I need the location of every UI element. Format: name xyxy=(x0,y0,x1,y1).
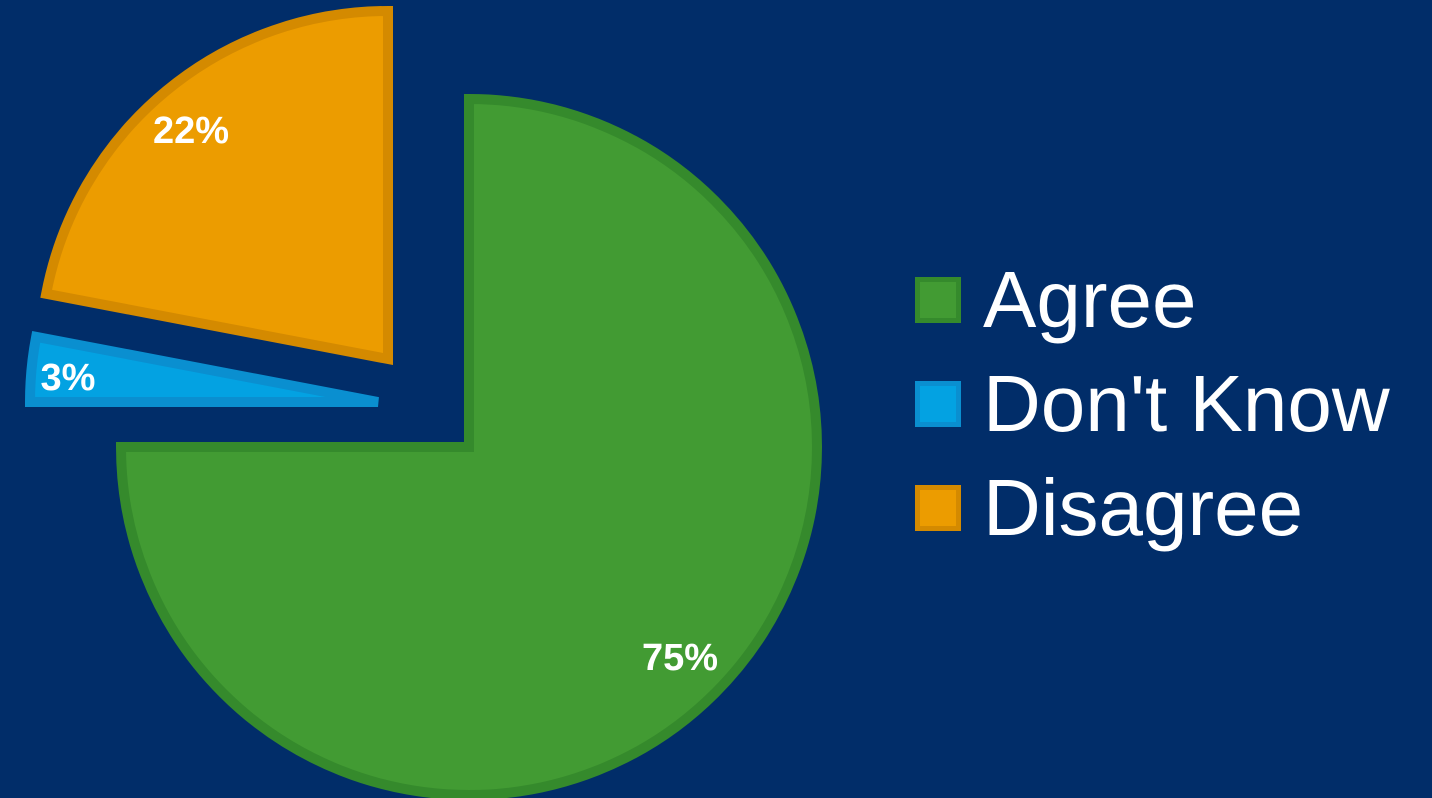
pie-slice-dont-know xyxy=(24,330,379,407)
data-label-dont-know: 3% xyxy=(41,357,96,399)
pie-slice-disagree xyxy=(40,5,393,366)
legend-swatch-agree xyxy=(915,277,961,323)
legend-label-dont-know: Don't Know xyxy=(983,359,1390,448)
legend-label-disagree: Disagree xyxy=(983,463,1304,552)
legend-swatch-disagree xyxy=(915,485,961,531)
legend-entry-agree: Agree xyxy=(915,248,1390,352)
legend-swatch-dont-know xyxy=(915,381,961,427)
pie-slice-agree xyxy=(115,93,822,798)
legend-entry-disagree: Disagree xyxy=(915,456,1390,560)
legend-entry-dont-know: Don't Know xyxy=(915,352,1390,456)
legend: Agree Don't Know Disagree xyxy=(915,248,1390,560)
data-label-agree: 75% xyxy=(642,637,718,679)
legend-label-agree: Agree xyxy=(983,255,1197,344)
data-label-disagree: 22% xyxy=(153,110,229,152)
